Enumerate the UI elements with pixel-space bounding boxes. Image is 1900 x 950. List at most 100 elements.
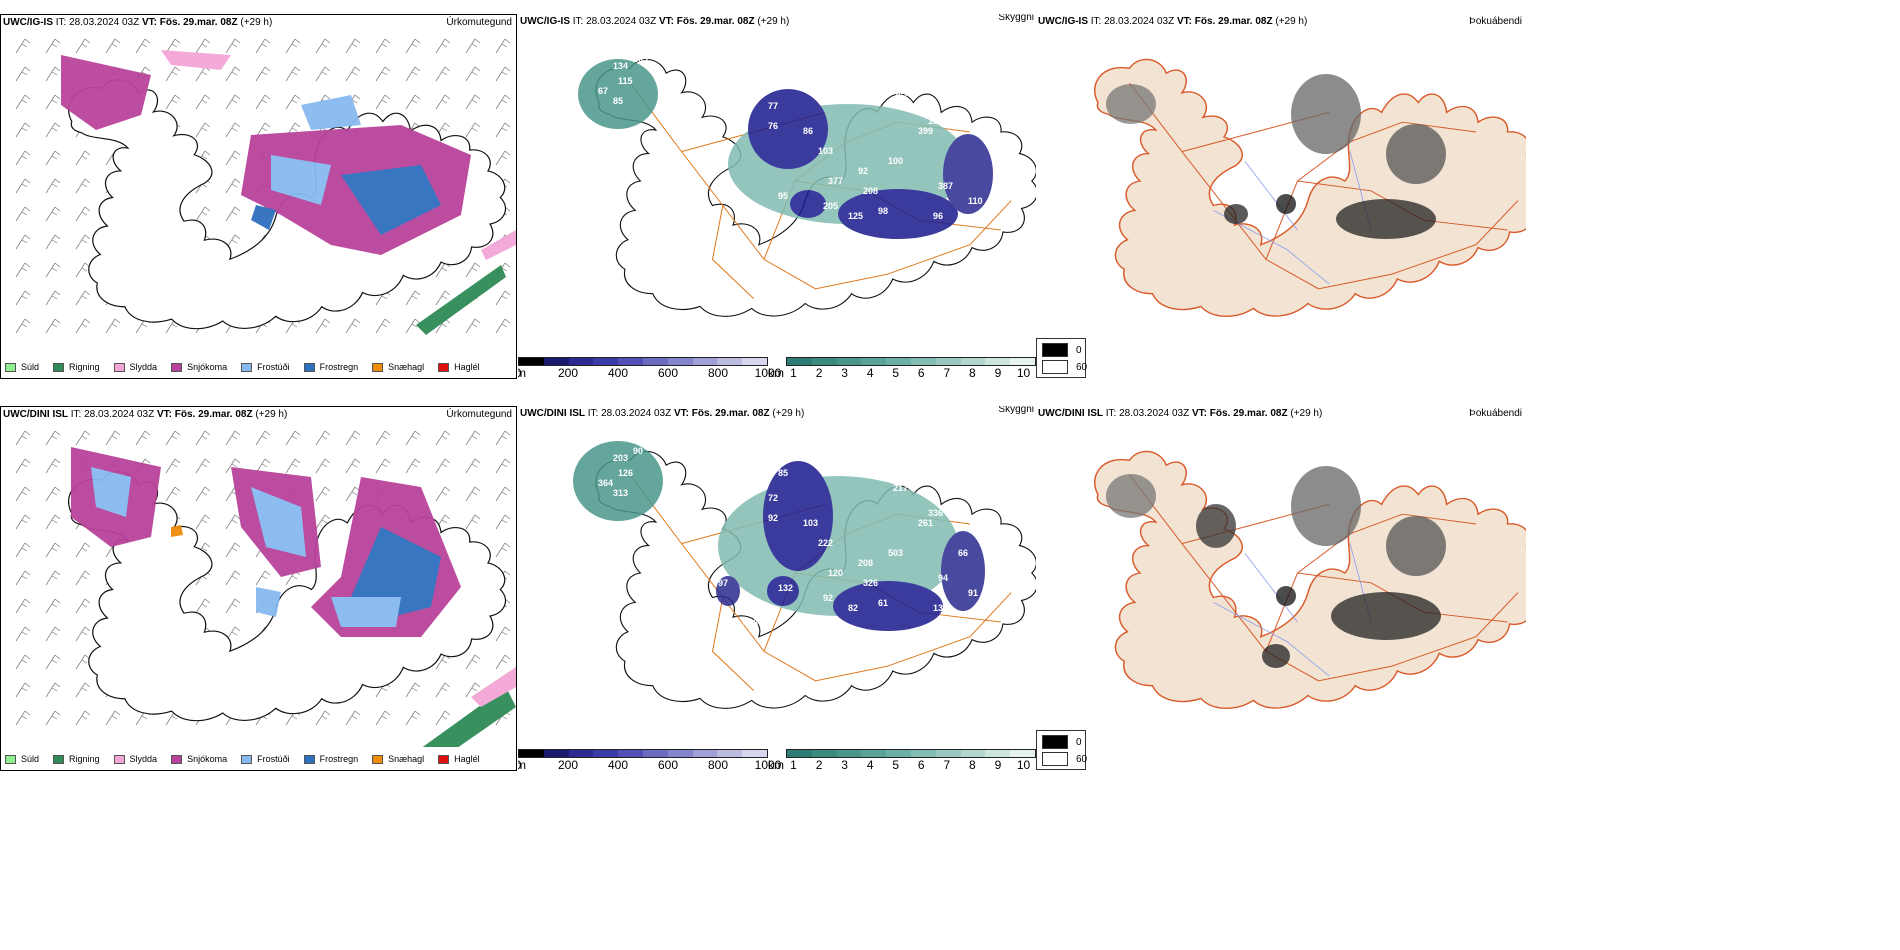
wind-barb xyxy=(465,486,481,502)
wind-barb xyxy=(75,598,91,614)
colorbar-tick: 5 xyxy=(892,758,900,771)
wind-barb xyxy=(45,262,61,278)
legend-swatch xyxy=(438,362,450,372)
wind-barb xyxy=(255,94,271,110)
legend-swatch xyxy=(113,754,125,764)
wind-barb xyxy=(495,486,511,502)
precip-areas xyxy=(61,50,516,335)
wind-barb xyxy=(435,94,451,110)
wind-barb xyxy=(195,206,211,222)
wind-barb xyxy=(405,94,421,110)
panel-name: Þokuábendi xyxy=(1469,408,1522,419)
wind-barb xyxy=(435,682,451,698)
wind-barb xyxy=(75,318,91,334)
panel-title: UWC/IG-IS IT: 28.03.2024 03Z VT: Fös. 29… xyxy=(1038,16,1308,27)
wind-barb xyxy=(465,122,481,138)
colorbar-tick: 400 xyxy=(607,758,629,771)
visibility-label: 85 xyxy=(613,96,623,106)
precip-panel-row1: UWC/IG-IS IT: 28.03.2024 03Z VT: Fös. 29… xyxy=(0,14,517,379)
wind-barb xyxy=(465,654,481,670)
colorbar-tick: 4 xyxy=(866,366,874,379)
wind-barb xyxy=(285,458,301,474)
colorbar-tick: 6 xyxy=(917,366,925,379)
wind-barb xyxy=(345,66,361,82)
wind-barb xyxy=(45,514,61,530)
wind-barb xyxy=(495,430,511,446)
precip-panel-row2: UWC/DINI ISL IT: 28.03.2024 03Z VT: Fös.… xyxy=(0,406,517,771)
colorbar-tick: 400 xyxy=(607,366,629,379)
wind-barb xyxy=(75,262,91,278)
precip-map xyxy=(15,38,516,335)
legend-swatch xyxy=(171,362,183,372)
wind-barb xyxy=(345,38,361,54)
wind-barb xyxy=(375,710,391,726)
colorbar-tick: 600 xyxy=(657,366,679,379)
wind-barb xyxy=(315,66,331,82)
legend-label: Slydda xyxy=(129,362,158,372)
visibility-label: 116 xyxy=(718,186,733,196)
wind-barb xyxy=(375,458,391,474)
wind-barb xyxy=(495,66,511,82)
wind-barb xyxy=(195,598,211,614)
wind-barb xyxy=(435,38,451,54)
legend-label: Frostúði xyxy=(257,362,290,372)
visibility-label: 94 xyxy=(938,573,948,583)
legend-item: Haglél xyxy=(438,362,480,372)
visibility-label: 127 xyxy=(868,643,883,653)
colorbar-tick: 4 xyxy=(866,758,874,771)
wind-barb xyxy=(495,290,511,306)
wind-barb xyxy=(495,38,511,54)
wind-barb xyxy=(315,514,331,530)
legend-label: Frostúði xyxy=(257,754,290,764)
colorbar-tick: 1 xyxy=(790,366,797,379)
wind-barb xyxy=(435,458,451,474)
panel-title: UWC/DINI ISL IT: 28.03.2024 03Z VT: Fös.… xyxy=(520,408,805,419)
panel-name: Skyggni xyxy=(998,14,1034,23)
visibility-label: 76 xyxy=(768,121,778,131)
wind-barb xyxy=(315,318,331,334)
wind-barb xyxy=(165,94,181,110)
wind-barb xyxy=(15,150,31,166)
wind-barb xyxy=(15,486,31,502)
visibility-label: 125 xyxy=(848,211,863,221)
panel-title: UWC/DINI ISL IT: 28.03.2024 03Z VT: Fös.… xyxy=(3,409,288,420)
wind-barb xyxy=(255,66,271,82)
visibility-label: 82 xyxy=(848,603,858,613)
visibility-label: 96 xyxy=(933,211,943,221)
legend-label: Rigning xyxy=(69,754,100,764)
wind-barb xyxy=(165,486,181,502)
wind-barb xyxy=(465,38,481,54)
panel-title: UWC/IG-IS IT: 28.03.2024 03Z VT: Fös. 29… xyxy=(520,16,790,27)
wind-barb xyxy=(45,542,61,558)
colorbar-tick: 2 xyxy=(815,758,823,771)
wind-barb xyxy=(225,598,241,614)
visibility-label: 77 xyxy=(768,101,778,111)
panel-name: Skyggni xyxy=(998,406,1034,415)
visibility-label: 377 xyxy=(828,176,843,186)
wind-barb xyxy=(435,430,451,446)
wind-barb xyxy=(15,598,31,614)
visibility-label: 503 xyxy=(888,548,903,558)
visibility-label: 85 xyxy=(778,468,788,478)
legend-label: Slydda xyxy=(129,754,158,764)
legend-swatch xyxy=(241,754,253,764)
wind-barb xyxy=(15,122,31,138)
legend-item: Frostúði xyxy=(241,754,290,764)
visibility-label: 208 xyxy=(863,186,878,196)
wind-barb xyxy=(45,150,61,166)
wind-barb xyxy=(225,150,241,166)
wind-barb xyxy=(15,710,31,726)
legend-item: Frostregn xyxy=(303,754,358,764)
visibility-label: 261 xyxy=(918,518,933,528)
panel-name: Úrkomutegund xyxy=(446,409,512,420)
legend-item: Rigning xyxy=(53,754,100,764)
colorbar-tick: 8 xyxy=(969,366,976,379)
wind-barb xyxy=(45,430,61,446)
visibility-label: 326 xyxy=(863,578,878,588)
wind-barb xyxy=(405,318,421,334)
wind-barb xyxy=(15,430,31,446)
ceiling-colorbar: m0 200 400 600 800 1000 xyxy=(518,749,781,771)
visibility-label: 126 xyxy=(618,468,633,478)
wind-barb xyxy=(315,486,331,502)
visibility-label: 100 xyxy=(888,156,903,166)
